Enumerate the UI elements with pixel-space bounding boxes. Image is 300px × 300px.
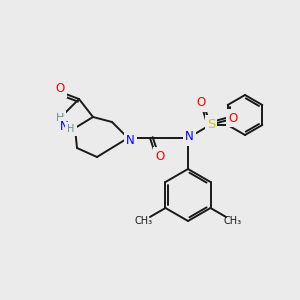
Text: O: O [155, 149, 165, 163]
Text: N: N [60, 119, 68, 133]
Text: CH₃: CH₃ [223, 215, 241, 226]
Text: O: O [228, 112, 238, 124]
Text: S: S [207, 118, 215, 130]
Text: N: N [126, 134, 134, 146]
Text: N: N [184, 130, 194, 143]
Text: O: O [56, 82, 64, 95]
Text: H: H [56, 113, 64, 123]
Text: CH₃: CH₃ [135, 215, 153, 226]
Text: O: O [196, 97, 206, 110]
Text: H: H [67, 124, 75, 134]
